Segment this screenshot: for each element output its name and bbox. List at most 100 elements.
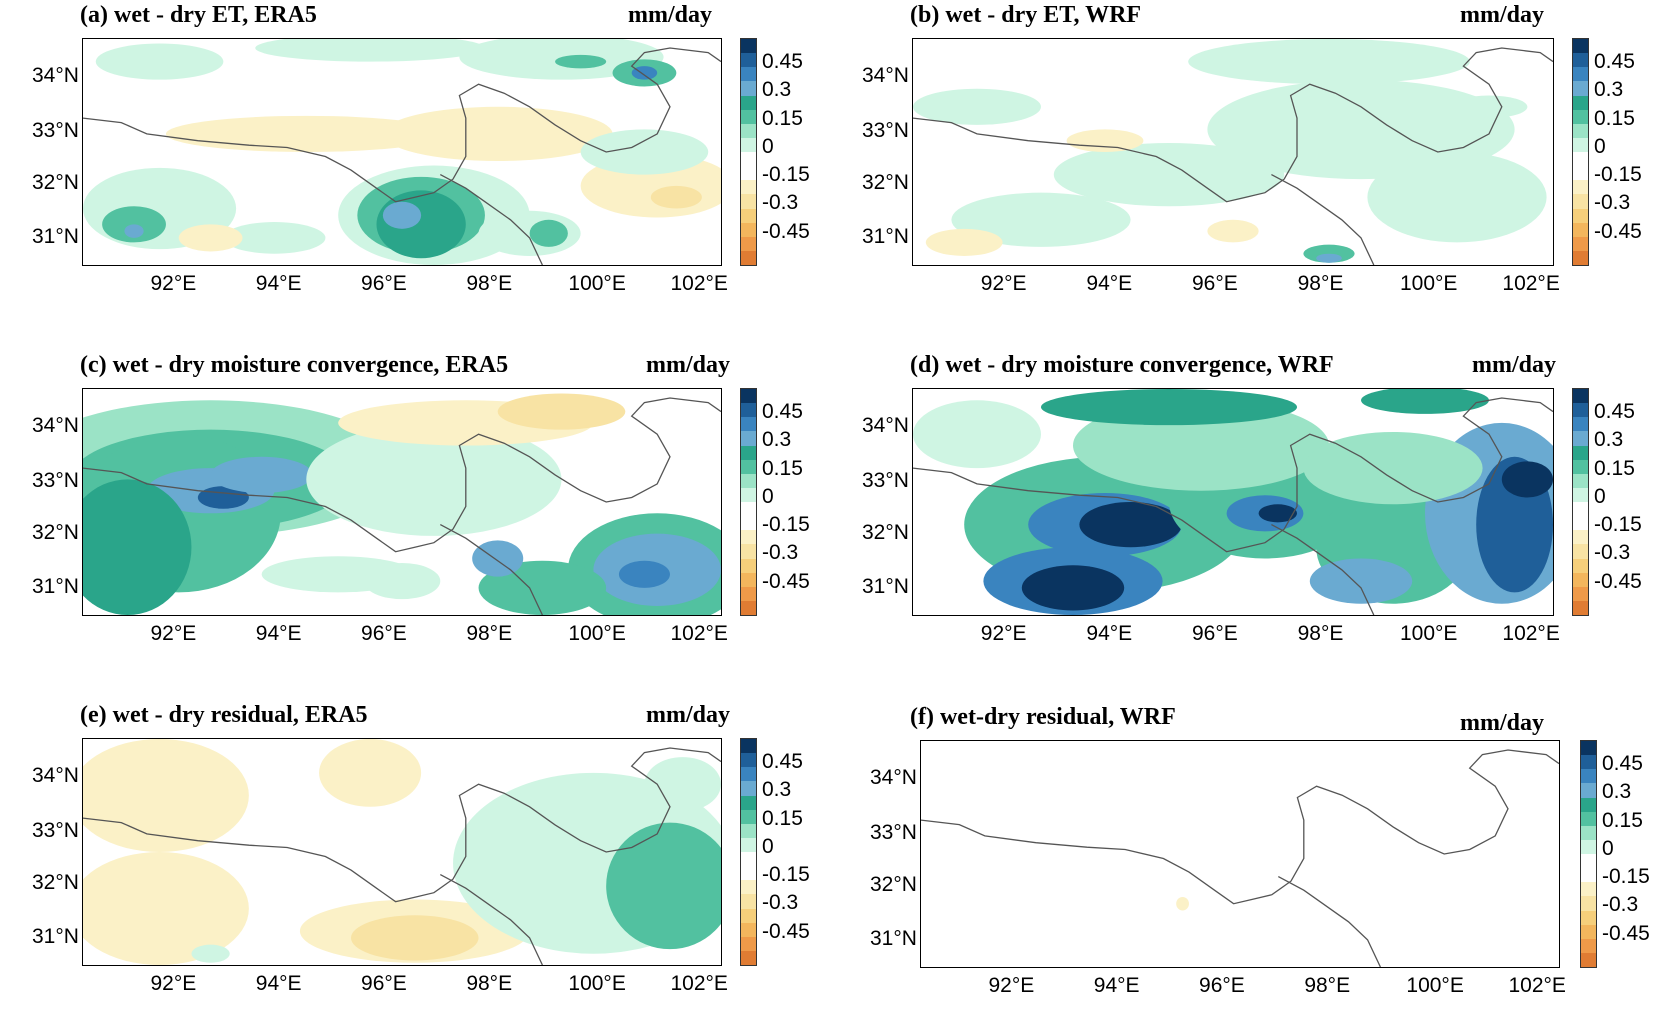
colorbar-swatch bbox=[1573, 389, 1588, 404]
lon-tick-label: 94°E bbox=[255, 622, 302, 645]
colorbar-swatch bbox=[1573, 516, 1588, 531]
colorbar-swatch bbox=[741, 39, 756, 54]
colorbar bbox=[740, 738, 757, 966]
colorbar-swatch bbox=[1573, 81, 1588, 96]
colorbar-label: 0.45 bbox=[762, 50, 803, 74]
colorbar-swatch bbox=[1581, 910, 1596, 925]
colorbar-swatch bbox=[741, 866, 756, 881]
colorbar-swatch bbox=[1573, 445, 1588, 460]
colorbar-swatch bbox=[741, 767, 756, 782]
contour-region bbox=[1303, 431, 1483, 505]
contour-region bbox=[382, 201, 422, 229]
colorbar-swatch bbox=[741, 487, 756, 502]
colorbar-swatch bbox=[1581, 769, 1596, 784]
lon-tick-label: 102°E bbox=[670, 272, 728, 295]
colorbar-swatch bbox=[1581, 755, 1596, 770]
colorbar-swatch bbox=[741, 123, 756, 138]
lat-tick-label: 31°N bbox=[862, 224, 909, 248]
colorbar-swatch bbox=[1573, 67, 1588, 82]
colorbar-swatch bbox=[741, 936, 756, 951]
colorbar-swatch bbox=[1573, 473, 1588, 488]
colorbar-label: 0 bbox=[762, 834, 774, 858]
colorbar-label: -0.3 bbox=[1594, 191, 1631, 215]
colorbar-label: -0.3 bbox=[762, 191, 799, 215]
contour-region bbox=[1309, 558, 1413, 604]
lat-tick-label: 32°N bbox=[32, 520, 79, 544]
lon-tick-label: 98°E bbox=[466, 622, 513, 645]
lat-tick-label: 33°N bbox=[870, 820, 917, 844]
colorbar-swatch bbox=[1573, 487, 1588, 502]
colorbar-swatch bbox=[741, 431, 756, 446]
contour-region bbox=[363, 563, 441, 600]
lon-tick-label: 100°E bbox=[1400, 272, 1458, 295]
lat-tick-label: 31°N bbox=[32, 574, 79, 598]
contour-field bbox=[83, 393, 721, 615]
colorbar-swatch bbox=[1573, 236, 1588, 251]
contour-region bbox=[1258, 504, 1297, 523]
colorbar-label: 0.3 bbox=[1594, 428, 1624, 452]
colorbar-swatch bbox=[1581, 882, 1596, 897]
colorbar-label: 0.45 bbox=[1594, 50, 1635, 74]
contour-field bbox=[913, 39, 1553, 265]
colorbar-swatch bbox=[741, 558, 756, 573]
lat-tick-label: 32°N bbox=[32, 170, 79, 194]
colorbar-swatch bbox=[1581, 783, 1596, 798]
colorbar-swatch bbox=[1581, 825, 1596, 840]
colorbar-swatch bbox=[741, 502, 756, 517]
contour-region bbox=[178, 224, 243, 252]
colorbar-swatch bbox=[1573, 403, 1588, 418]
colorbar-swatch bbox=[1573, 459, 1588, 474]
colorbar-label: 0.45 bbox=[762, 750, 803, 774]
lon-tick-label: 102°E bbox=[1502, 622, 1560, 645]
lon-tick-label: 92°E bbox=[150, 972, 197, 995]
contour-region bbox=[913, 88, 1041, 125]
lat-tick-label: 34°N bbox=[862, 64, 909, 88]
contour-region bbox=[83, 479, 192, 615]
colorbar-swatch bbox=[741, 753, 756, 768]
colorbar-swatch bbox=[741, 95, 756, 110]
lon-tick-label: 100°E bbox=[568, 972, 626, 995]
colorbar-swatch bbox=[741, 795, 756, 810]
lon-tick-label: 92°E bbox=[150, 272, 197, 295]
lon-tick-label: 96°E bbox=[1192, 622, 1238, 645]
colorbar-label: -0.45 bbox=[1602, 921, 1650, 945]
colorbar-swatch bbox=[741, 152, 756, 167]
contour-region bbox=[555, 54, 607, 69]
contour-region bbox=[1316, 253, 1342, 263]
colorbar-swatch bbox=[741, 950, 756, 965]
contour-region bbox=[1079, 502, 1182, 548]
colorbar-swatch bbox=[1573, 166, 1588, 181]
colorbar-swatch bbox=[1573, 417, 1588, 432]
lat-tick-label: 33°N bbox=[862, 468, 909, 492]
lon-tick-label: 98°E bbox=[1297, 622, 1344, 645]
lon-tick-label: 92°E bbox=[980, 272, 1027, 295]
lon-tick-label: 100°E bbox=[1400, 622, 1458, 645]
colorbar-label: -0.15 bbox=[762, 863, 810, 887]
colorbar-label: 0.45 bbox=[762, 400, 803, 424]
contour-region bbox=[472, 540, 524, 577]
colorbar-swatch bbox=[741, 908, 756, 923]
border-line bbox=[83, 397, 721, 553]
lon-tick-label: 94°E bbox=[1093, 974, 1140, 997]
map-area bbox=[912, 388, 1554, 616]
colorbar-label: -0.3 bbox=[762, 541, 799, 565]
lat-tick-label: 33°N bbox=[862, 118, 909, 142]
colorbar-swatch bbox=[741, 516, 756, 531]
contour-region bbox=[223, 222, 326, 254]
lon-tick-label: 94°E bbox=[1086, 622, 1133, 645]
colorbar-label: 0.15 bbox=[762, 106, 803, 130]
colorbar-swatch bbox=[1581, 854, 1596, 869]
colorbar-swatch bbox=[741, 137, 756, 152]
contour-region bbox=[83, 739, 249, 852]
contour-region bbox=[606, 822, 721, 950]
colorbar bbox=[1572, 388, 1589, 616]
colorbar-swatch bbox=[741, 852, 756, 867]
colorbar-swatch bbox=[1581, 952, 1596, 967]
lon-tick-label: 96°E bbox=[361, 622, 407, 645]
colorbar-swatch bbox=[1573, 208, 1588, 223]
colorbar-swatch bbox=[741, 236, 756, 251]
contour-field bbox=[83, 39, 721, 265]
colorbar-swatch bbox=[741, 922, 756, 937]
lon-tick-label: 102°E bbox=[1502, 272, 1560, 295]
colorbar-label: 0.15 bbox=[762, 806, 803, 830]
